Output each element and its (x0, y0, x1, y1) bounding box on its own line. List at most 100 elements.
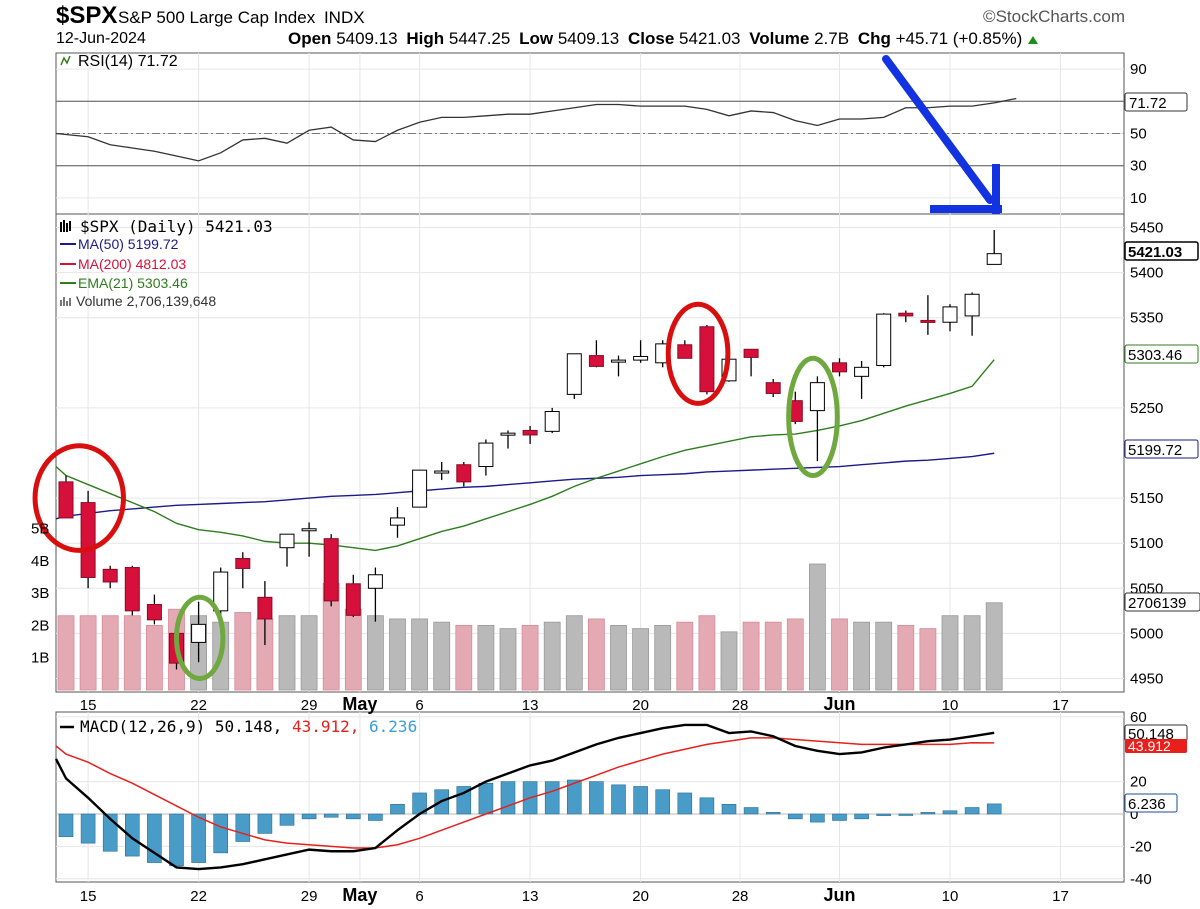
macd-tick-label: -40 (1130, 871, 1152, 888)
macd-histogram-bar (169, 813, 184, 867)
candle-body (191, 623, 207, 643)
macd-histogram-bar (810, 813, 825, 823)
price-tick-label: 5450 (1130, 220, 1163, 237)
macd-tick-label: 0 (1130, 806, 1138, 823)
green-circle-annotation (786, 355, 840, 479)
candle-body (522, 429, 538, 436)
price-tick-label: 5000 (1130, 625, 1163, 642)
candle-body (80, 502, 96, 578)
macd-histogram-bar (721, 803, 737, 815)
volume-bar (521, 624, 539, 691)
volume-bar (433, 621, 451, 691)
volume-tick-label: 4B (31, 553, 49, 570)
rsi-layer (55, 97, 1124, 167)
macd-legend: MACD(12,26,9) 50.148, 43.912, 6.236 (60, 717, 417, 736)
macd-histogram-bar (235, 813, 251, 842)
candle-body (323, 538, 339, 602)
candle-body (920, 319, 936, 323)
macd-histogram-bar (920, 812, 936, 815)
volume-tag-text: 2706139 (1128, 595, 1186, 612)
rsi-tag-text: 71.72 (1129, 95, 1167, 112)
up-triangle-icon (1028, 36, 1039, 44)
rsi-value-tag: 71.72 (1124, 92, 1188, 112)
macd-tick-label: 60 (1130, 709, 1147, 726)
volume-bar (300, 615, 318, 691)
volume-bar (588, 618, 605, 691)
macd-histogram-bar (655, 789, 671, 815)
candle-body (456, 464, 472, 483)
volume-bar (145, 624, 163, 691)
candle-body (765, 382, 781, 394)
ma50-tag-text: 5199.72 (1128, 442, 1182, 459)
low-label: Low (519, 29, 554, 48)
macd-histogram-bar (589, 781, 604, 815)
volume-value: 2.7B (814, 29, 850, 48)
index-full-name: S&P 500 Large Cap Index (118, 8, 316, 27)
volume-bar (941, 615, 959, 691)
red-circle-annotation (665, 301, 731, 406)
ma200-legend-text: MA(200) 4812.03 (78, 256, 186, 272)
volume-bar (565, 615, 583, 691)
candle-body (677, 344, 693, 359)
volume-bar (764, 621, 782, 691)
macd-histogram-bar (125, 813, 140, 857)
volume-bar (786, 618, 804, 691)
volume-bar (809, 563, 826, 691)
price-tick-label: 4950 (1130, 670, 1163, 687)
close-tag-box (1124, 241, 1199, 261)
high-value: 5447.25 (448, 29, 511, 48)
change-value: +45.71 (+0.85%) (895, 29, 1023, 48)
candle-body (345, 583, 361, 616)
price-tick-label: 5250 (1130, 400, 1163, 417)
volume-bar (720, 631, 738, 691)
candle-body (58, 481, 74, 519)
macd-histogram-bar (964, 807, 980, 815)
macd-histogram-bar (58, 813, 74, 837)
candle-body (898, 312, 914, 317)
candle-body (832, 362, 847, 373)
volume-bar (101, 615, 119, 691)
exchange-label: INDX (323, 8, 365, 27)
rsi-tick-label: 90 (1130, 61, 1147, 78)
price-tick-label: 5150 (1130, 490, 1163, 507)
x-axis-label-bottom: 13 (522, 888, 539, 905)
candle-body (986, 253, 1002, 265)
volume-bar (389, 618, 406, 691)
macd-histogram-bar (257, 813, 273, 834)
ma50-value-tag: 5199.72 (1124, 439, 1199, 459)
volume-bar (676, 621, 694, 691)
x-axis-label-bottom: 17 (1052, 888, 1069, 905)
candle-body (390, 517, 405, 526)
volume-tick-label: 3B (31, 585, 49, 602)
candle-body (633, 355, 649, 361)
macd-line (54, 723, 995, 871)
volume-bar (499, 628, 517, 691)
volume-bar (543, 621, 561, 691)
candle-body (367, 574, 383, 589)
macd-signal-line (55, 737, 995, 849)
x-axis-label-bottom: Jun (823, 885, 855, 905)
volume-bar (963, 615, 981, 691)
volume-tick-label: 5B (31, 520, 49, 537)
macd-histogram-bar (699, 797, 715, 815)
volume-bar (897, 624, 915, 691)
candle-body (854, 366, 870, 377)
macd-tick-label: -20 (1130, 838, 1152, 855)
macd-legend-value: 50.148, (215, 717, 282, 736)
signal-tag-box (1125, 739, 1187, 753)
ma50-legend-text: MA(50) 5199.72 (78, 236, 179, 252)
x-axis-label-bottom: 22 (190, 888, 207, 905)
candle-body (566, 353, 582, 395)
ohlc-stats: Open 5409.13 High 5447.25 Low 5409.13 Cl… (288, 29, 1042, 49)
volume-bar (853, 621, 870, 691)
ticker-symbol: $SPX (56, 2, 118, 29)
volume-bar (919, 628, 937, 691)
macd-histogram-bar (213, 813, 228, 854)
price-tick-label: 5350 (1130, 310, 1163, 327)
macd-histogram-bar (898, 813, 914, 816)
stockcharts-brand[interactable]: ©StockCharts.com (983, 7, 1125, 26)
green-circle-annotation (174, 594, 226, 681)
chart-header: $SPX S&P 500 Large Cap Index INDX ©Stock… (0, 0, 1200, 52)
candle-body (124, 567, 140, 612)
annotations (32, 301, 840, 681)
